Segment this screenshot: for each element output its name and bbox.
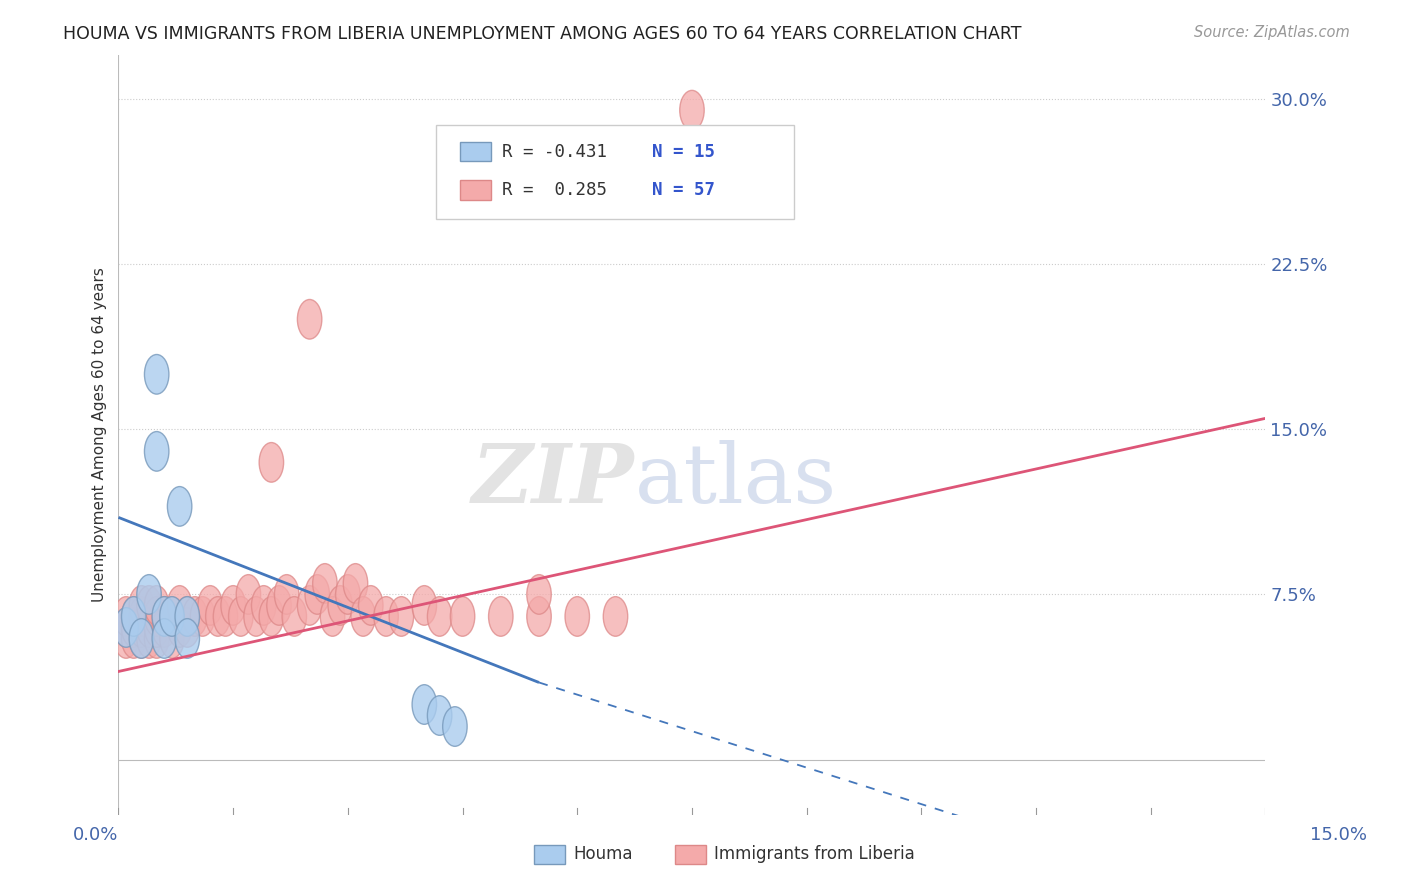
Ellipse shape [252, 586, 276, 625]
Ellipse shape [174, 597, 200, 636]
Text: Immigrants from Liberia: Immigrants from Liberia [714, 845, 915, 863]
Ellipse shape [136, 607, 162, 648]
Ellipse shape [152, 597, 177, 636]
Ellipse shape [389, 597, 413, 636]
Ellipse shape [214, 597, 238, 636]
Ellipse shape [359, 586, 382, 625]
Text: Houma: Houma [574, 845, 633, 863]
Ellipse shape [129, 619, 153, 658]
Ellipse shape [167, 486, 191, 526]
Ellipse shape [152, 607, 177, 648]
Ellipse shape [374, 597, 398, 636]
Ellipse shape [267, 586, 291, 625]
Ellipse shape [152, 619, 177, 658]
Ellipse shape [259, 597, 284, 636]
Ellipse shape [160, 597, 184, 636]
Ellipse shape [190, 597, 215, 636]
Text: R =  0.285: R = 0.285 [502, 181, 607, 199]
Ellipse shape [274, 574, 299, 615]
Ellipse shape [283, 597, 307, 636]
Y-axis label: Unemployment Among Ages 60 to 64 years: Unemployment Among Ages 60 to 64 years [93, 268, 107, 602]
Ellipse shape [174, 597, 200, 636]
Ellipse shape [114, 619, 138, 658]
Ellipse shape [129, 586, 153, 625]
Ellipse shape [679, 90, 704, 130]
Ellipse shape [114, 597, 138, 636]
Ellipse shape [198, 586, 222, 625]
Text: R = -0.431: R = -0.431 [502, 143, 607, 161]
Ellipse shape [352, 597, 375, 636]
Text: 0.0%: 0.0% [73, 826, 118, 844]
Ellipse shape [129, 619, 153, 658]
Ellipse shape [259, 442, 284, 483]
Ellipse shape [174, 619, 200, 658]
Ellipse shape [527, 597, 551, 636]
Ellipse shape [167, 586, 191, 625]
Ellipse shape [160, 619, 184, 658]
Ellipse shape [136, 619, 162, 658]
Ellipse shape [328, 586, 353, 625]
Ellipse shape [243, 597, 269, 636]
Ellipse shape [121, 597, 146, 636]
Ellipse shape [443, 706, 467, 747]
Ellipse shape [167, 607, 191, 648]
Text: HOUMA VS IMMIGRANTS FROM LIBERIA UNEMPLOYMENT AMONG AGES 60 TO 64 YEARS CORRELAT: HOUMA VS IMMIGRANTS FROM LIBERIA UNEMPLO… [63, 25, 1022, 43]
Ellipse shape [129, 607, 153, 648]
Ellipse shape [343, 564, 368, 603]
Ellipse shape [321, 597, 344, 636]
Ellipse shape [221, 586, 246, 625]
Ellipse shape [121, 607, 146, 648]
Ellipse shape [298, 300, 322, 339]
Ellipse shape [298, 586, 322, 625]
Ellipse shape [136, 586, 162, 625]
Text: N = 57: N = 57 [652, 181, 716, 199]
Ellipse shape [152, 597, 177, 636]
Text: 15.0%: 15.0% [1310, 826, 1367, 844]
Ellipse shape [603, 597, 627, 636]
Ellipse shape [305, 574, 329, 615]
Ellipse shape [114, 607, 138, 648]
Ellipse shape [450, 597, 475, 636]
Ellipse shape [145, 432, 169, 471]
Ellipse shape [145, 586, 169, 625]
Ellipse shape [145, 354, 169, 394]
Text: Source: ZipAtlas.com: Source: ZipAtlas.com [1194, 25, 1350, 40]
Ellipse shape [205, 597, 231, 636]
Text: atlas: atlas [634, 441, 837, 520]
Ellipse shape [236, 574, 260, 615]
Ellipse shape [488, 597, 513, 636]
Ellipse shape [174, 607, 200, 648]
Ellipse shape [412, 685, 436, 724]
Ellipse shape [565, 597, 589, 636]
Text: N = 15: N = 15 [652, 143, 716, 161]
Ellipse shape [160, 597, 184, 636]
Ellipse shape [229, 597, 253, 636]
Ellipse shape [121, 597, 146, 636]
Ellipse shape [527, 574, 551, 615]
Ellipse shape [412, 586, 436, 625]
Ellipse shape [183, 597, 207, 636]
Ellipse shape [312, 564, 337, 603]
Ellipse shape [145, 597, 169, 636]
Ellipse shape [145, 619, 169, 658]
Ellipse shape [336, 574, 360, 615]
Ellipse shape [145, 607, 169, 648]
Ellipse shape [136, 574, 162, 615]
Ellipse shape [114, 607, 138, 648]
Ellipse shape [129, 597, 153, 636]
Text: ZIP: ZIP [472, 441, 634, 520]
Ellipse shape [427, 597, 451, 636]
Ellipse shape [121, 619, 146, 658]
Ellipse shape [427, 696, 451, 735]
